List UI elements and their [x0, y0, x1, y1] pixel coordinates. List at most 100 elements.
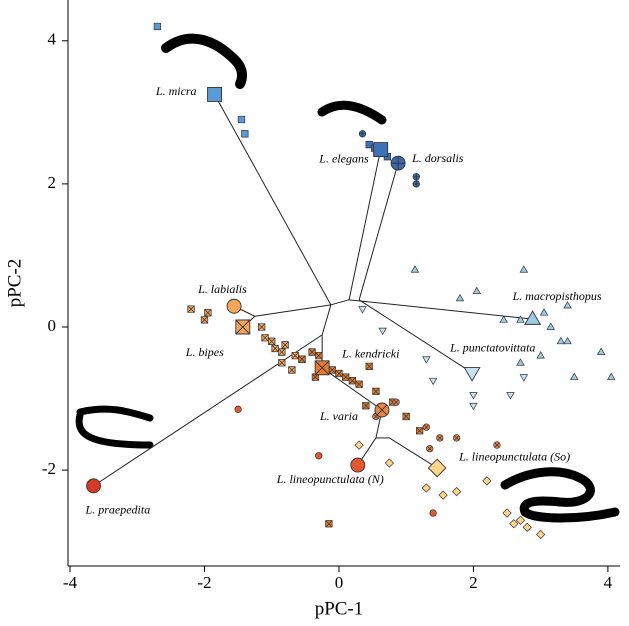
data-point	[335, 369, 343, 378]
data-point	[596, 347, 606, 355]
silhouette	[500, 467, 620, 523]
data-point	[412, 173, 420, 181]
data-point	[570, 372, 579, 380]
tree-branch	[348, 149, 382, 300]
data-point	[325, 520, 333, 528]
data-point	[452, 434, 461, 442]
data-point	[234, 405, 242, 413]
data-point	[261, 334, 269, 342]
species-label: L. praepedita	[85, 503, 151, 517]
species-mean	[235, 319, 251, 335]
species-label: L. micra	[155, 84, 197, 98]
data-point	[546, 322, 555, 330]
data-point	[271, 344, 279, 353]
data-point	[355, 380, 363, 388]
y-tick-label: 4	[48, 30, 57, 49]
data-point	[268, 337, 276, 345]
data-point	[455, 293, 465, 302]
x-axis-label: pPC-1	[315, 598, 364, 619]
data-point	[536, 529, 546, 540]
data-point	[415, 427, 424, 435]
tree-branch	[321, 304, 332, 336]
data-point	[506, 392, 515, 400]
data-point	[469, 392, 478, 400]
species-label: L. labialis	[197, 282, 247, 296]
tree-branch	[358, 163, 399, 300]
x-tick-label: -4	[63, 573, 78, 592]
silhouette	[317, 100, 387, 125]
data-point	[421, 483, 431, 493]
data-point	[278, 359, 286, 367]
x-tick-label: -2	[197, 573, 211, 592]
species-label: L. macropisthopus	[512, 289, 602, 303]
species-mean	[226, 298, 242, 314]
data-point	[241, 130, 249, 138]
data-point	[519, 265, 529, 273]
species-label: L. varia	[319, 409, 358, 423]
tree-branch	[389, 437, 438, 469]
data-point	[472, 286, 482, 295]
data-point	[204, 309, 212, 317]
data-point	[342, 373, 350, 381]
species-mean	[427, 458, 447, 478]
y-tick-label: 0	[48, 316, 57, 335]
y-tick-label: 2	[48, 173, 57, 192]
data-point	[348, 377, 357, 385]
data-point	[516, 315, 525, 323]
silhouette	[75, 405, 154, 449]
tree-branch	[358, 299, 473, 374]
species-mean	[524, 310, 542, 325]
y-tick-label: -2	[42, 459, 56, 478]
species-mean	[390, 155, 406, 171]
data-point	[354, 440, 364, 450]
data-point	[607, 372, 616, 380]
species-label: L. lineopunctulata (So)	[458, 450, 570, 464]
data-point	[308, 348, 316, 356]
species-label: L. lineopunctulata (N)	[276, 472, 384, 486]
data-point	[291, 351, 299, 360]
data-point	[522, 522, 532, 532]
data-point	[516, 358, 525, 366]
data-point	[358, 130, 367, 138]
species-label: L. dorsalis	[411, 151, 464, 165]
data-point	[429, 509, 437, 517]
data-point	[499, 315, 508, 323]
data-point	[298, 355, 306, 363]
data-point	[422, 356, 431, 364]
species-label: L. punctatovittata	[449, 341, 535, 355]
data-point	[281, 341, 289, 349]
data-point	[257, 323, 266, 331]
data-point	[378, 327, 387, 336]
data-point	[536, 351, 545, 359]
data-point	[362, 402, 370, 410]
data-point	[412, 180, 420, 188]
data-point	[200, 316, 209, 324]
data-point	[438, 490, 448, 500]
data-point	[436, 434, 444, 442]
data-point	[365, 362, 373, 371]
data-point	[428, 377, 438, 386]
data-point	[539, 308, 549, 316]
data-point	[556, 336, 566, 345]
data-point	[519, 374, 529, 382]
data-point	[288, 366, 296, 374]
species-label: L. kendricki	[341, 347, 399, 361]
data-point	[410, 265, 420, 273]
tree-branch	[321, 367, 383, 411]
data-point	[493, 441, 501, 449]
y-axis-label: pPC-2	[4, 259, 25, 308]
x-tick-label: 2	[469, 573, 478, 592]
data-point	[563, 301, 572, 309]
data-point	[509, 519, 519, 529]
data-point	[515, 515, 526, 525]
data-point	[482, 476, 492, 486]
species-mean	[350, 457, 366, 473]
data-point	[563, 336, 572, 345]
species-mean	[374, 402, 390, 418]
data-point	[153, 22, 162, 31]
species-mean	[86, 478, 101, 494]
species-label: L. elegans	[318, 151, 369, 165]
species-label: L. bipes	[185, 345, 224, 359]
